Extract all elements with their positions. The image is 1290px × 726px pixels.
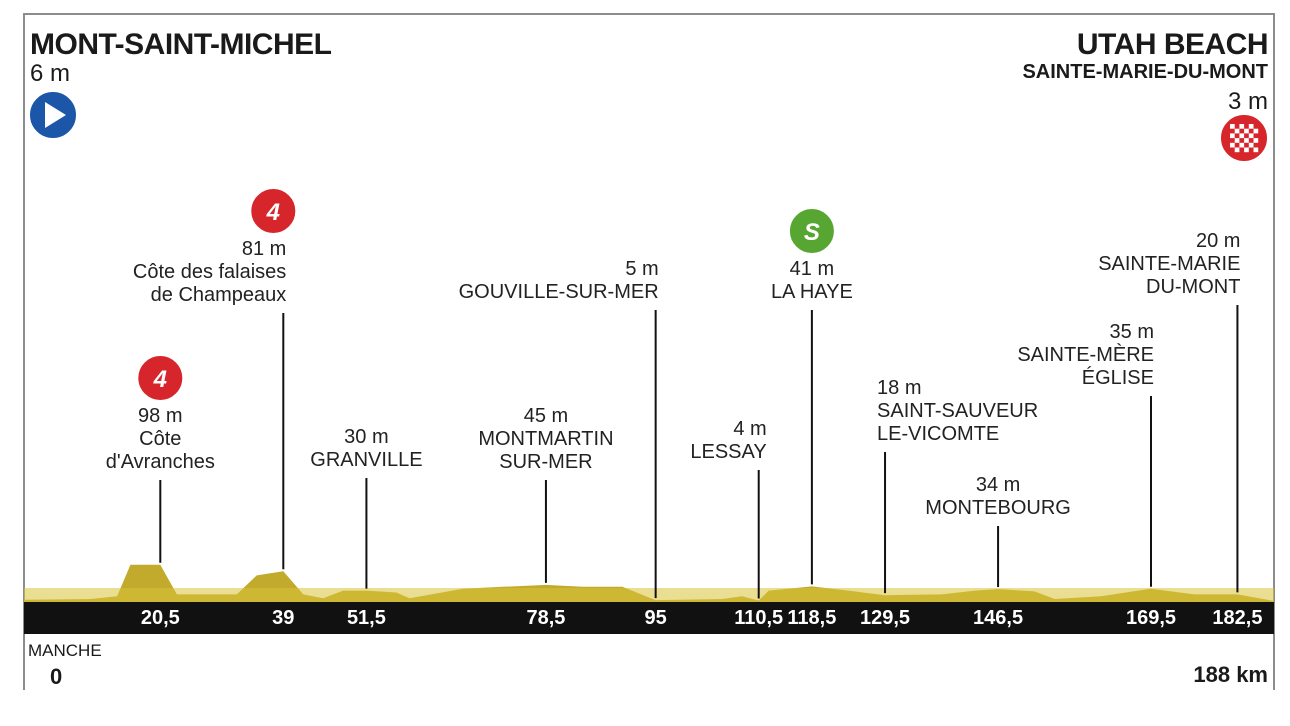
waypoint-name: SUR-MER bbox=[499, 451, 593, 473]
finish-flag-icon bbox=[1219, 113, 1269, 163]
waypoint-altitude: 18 m bbox=[877, 377, 922, 399]
svg-text:4: 4 bbox=[266, 199, 280, 226]
waypoint-name: LA HAYE bbox=[770, 281, 853, 303]
waypoint-altitude: 5 m bbox=[625, 258, 659, 280]
finish-subtown-name: SAINTE-MARIE-DU-MONT bbox=[1022, 61, 1268, 83]
waypoint-name: GOUVILLE-SUR-MER bbox=[458, 281, 659, 303]
km-marker-label: 129,5 bbox=[860, 607, 911, 629]
svg-text:S: S bbox=[804, 219, 820, 246]
waypoint-altitude: 45 m bbox=[523, 405, 569, 427]
km-marker-label: 39 bbox=[272, 607, 295, 629]
waypoint-label: 20 m SAINTE-MARIE DU-MONT bbox=[1098, 230, 1240, 299]
start-town-name: MONT-SAINT-MICHEL bbox=[30, 28, 332, 61]
km-marker-label: 20,5 bbox=[140, 607, 180, 629]
end-km-label: 188 km bbox=[1193, 662, 1268, 687]
km-marker-label: 169,5 bbox=[1125, 607, 1177, 629]
km-marker-label: 78,5 bbox=[526, 607, 566, 629]
km-marker-label: 146,5 bbox=[973, 607, 1024, 629]
waypoint-label: 30 m GRANVILLE bbox=[310, 426, 422, 472]
km-marker-label: 51,5 bbox=[346, 607, 386, 629]
waypoint-name: DU-MONT bbox=[1146, 276, 1241, 298]
waypoint-altitude: 30 m bbox=[344, 426, 389, 448]
waypoint-label: 5 m GOUVILLE-SUR-MER bbox=[459, 258, 659, 304]
waypoint-label: 34 m MONTEBOURG bbox=[925, 474, 1071, 520]
region-label: MANCHE bbox=[28, 641, 102, 660]
svg-text:4: 4 bbox=[153, 366, 167, 393]
distance-bar bbox=[24, 602, 1274, 634]
waypoint-label: 41 m LA HAYE bbox=[771, 258, 853, 304]
waypoint-name: GRANVILLE bbox=[310, 449, 423, 471]
waypoint-name: SAINTE-MÈRE bbox=[1017, 344, 1154, 366]
km-marker-label: 118,5 bbox=[787, 607, 837, 629]
sprint-icon: S bbox=[787, 207, 836, 255]
climb-category-4-icon: 4 bbox=[249, 187, 298, 235]
km-marker-label: 95 bbox=[644, 607, 667, 629]
waypoint-name: ÉGLISE bbox=[1081, 367, 1154, 389]
start-km-label: 0 bbox=[50, 664, 63, 689]
climb-category-4-icon: 4 bbox=[136, 354, 185, 402]
start-icon bbox=[28, 90, 78, 140]
waypoint-altitude: 34 m bbox=[975, 474, 1021, 496]
waypoint-name: MONTMARTIN bbox=[478, 428, 614, 450]
profile-base-band bbox=[24, 588, 1274, 602]
waypoint-name: MONTEBOURG bbox=[925, 497, 1071, 519]
waypoint-altitude: 4 m bbox=[733, 418, 767, 440]
waypoint-name: SAINT-SAUVEUR bbox=[877, 400, 1039, 422]
waypoint-name: Côte des falaises bbox=[132, 261, 287, 283]
waypoint-label: 4 m LESSAY bbox=[690, 418, 766, 464]
waypoint-name: LE-VICOMTE bbox=[877, 423, 1000, 445]
waypoint-label: 98 m Côte d'Avranches bbox=[106, 405, 215, 474]
waypoint-name: SAINTE-MARIE bbox=[1098, 253, 1241, 275]
waypoint-altitude: 20 m bbox=[1195, 230, 1241, 252]
waypoint-name: LESSAY bbox=[690, 441, 767, 463]
waypoint-name: de Champeaux bbox=[150, 284, 287, 306]
finish-town-name: UTAH BEACH bbox=[1076, 28, 1269, 61]
km-marker-label: 182,5 bbox=[1212, 607, 1263, 629]
start-altitude: 6 m bbox=[30, 60, 71, 87]
waypoint-altitude: 98 m bbox=[138, 405, 183, 427]
waypoint-label: 35 m SAINTE-MÈRE ÉGLISE bbox=[1017, 321, 1154, 390]
waypoint-label: 45 m MONTMARTIN SUR-MER bbox=[478, 405, 613, 474]
waypoint-altitude: 81 m bbox=[241, 238, 287, 260]
waypoint-name: d'Avranches bbox=[105, 451, 215, 473]
km-marker-label: 110,5 bbox=[734, 607, 784, 629]
waypoint-name: Côte bbox=[139, 428, 182, 450]
waypoint-altitude: 35 m bbox=[1109, 321, 1154, 343]
waypoint-label: 18 m SAINT-SAUVEUR LE-VICOMTE bbox=[877, 377, 1038, 446]
waypoint-label: 81 m Côte des falaises de Champeaux bbox=[133, 238, 286, 307]
waypoint-altitude: 41 m bbox=[789, 258, 835, 280]
finish-altitude: 3 m bbox=[1227, 88, 1268, 115]
